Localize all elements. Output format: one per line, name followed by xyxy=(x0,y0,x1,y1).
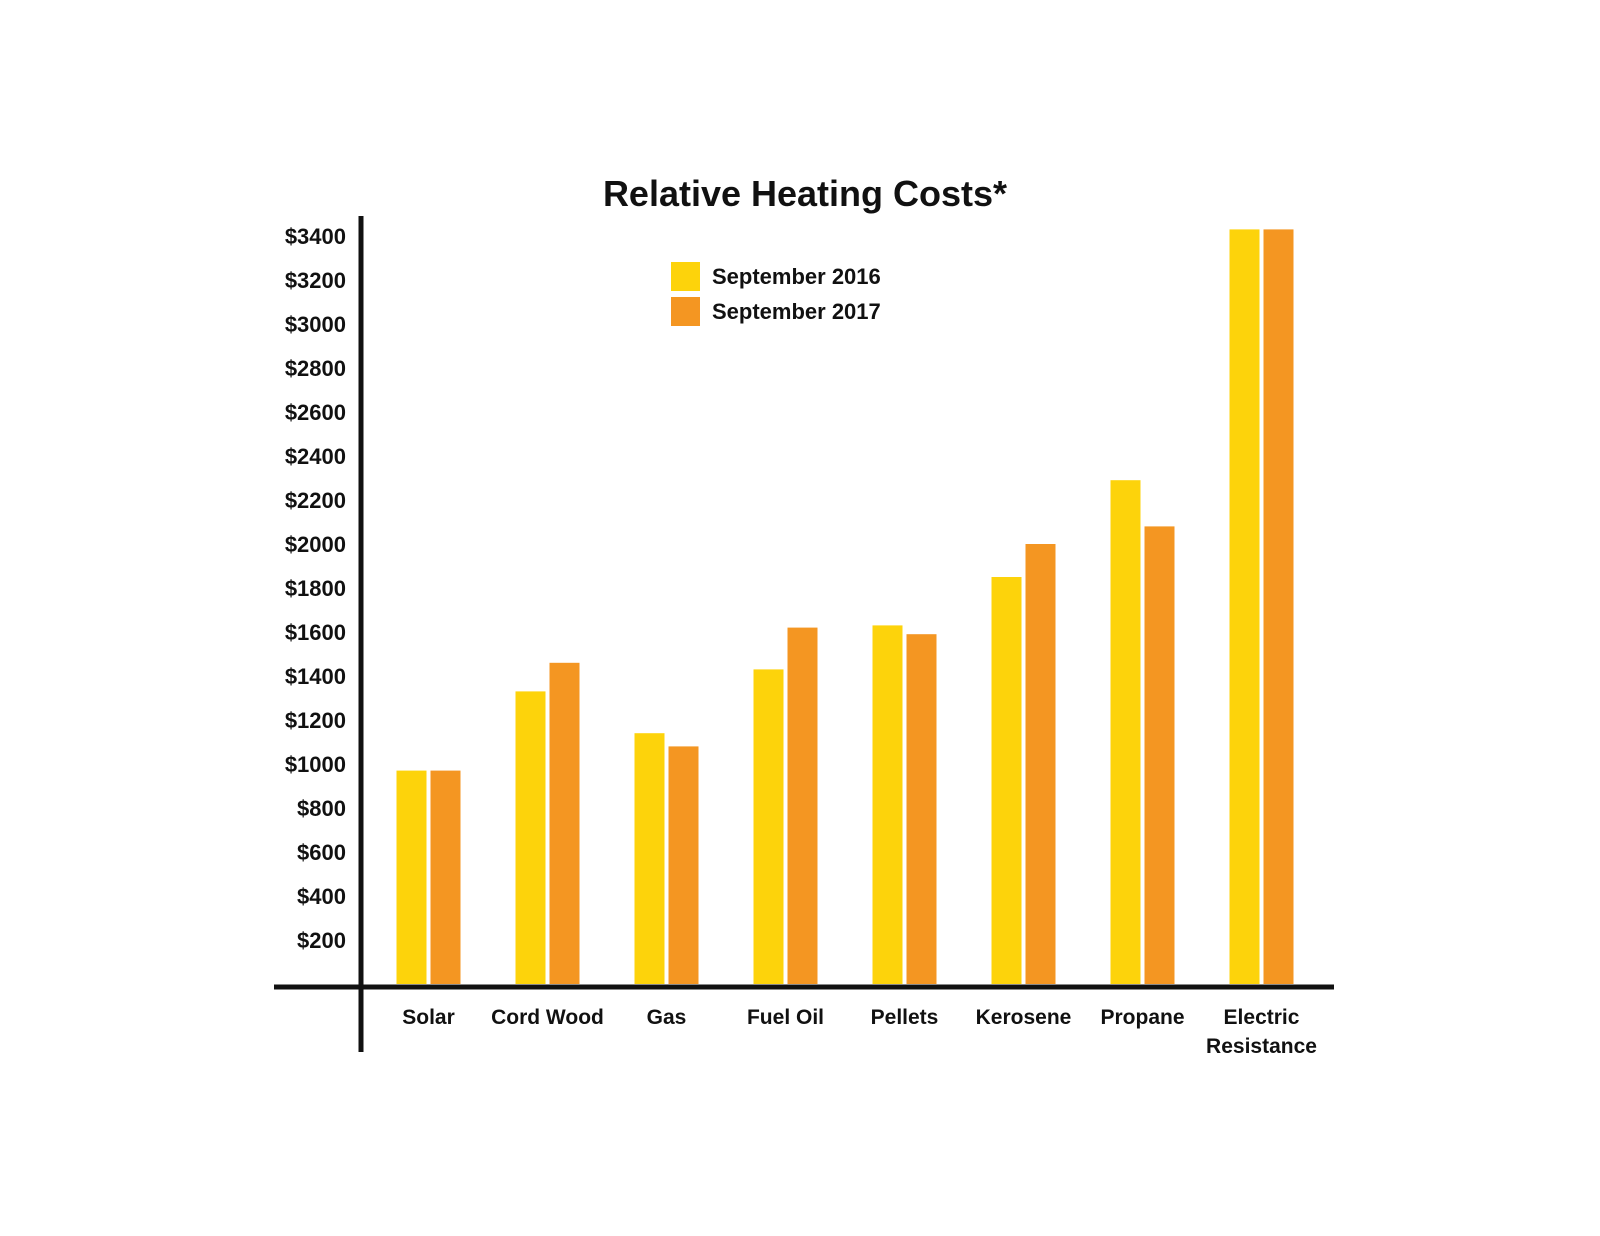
x-category-label: Propane xyxy=(1100,1006,1184,1029)
bar-sept-2016 xyxy=(1229,229,1260,984)
x-axis-category-labels: Solar Cord Wood Gas Fuel Oil Pellets Kerosene… xyxy=(402,1006,1317,1058)
bar-sept-2017 xyxy=(549,662,580,984)
y-tick-label: $1200 xyxy=(285,708,346,733)
x-category-label: Resistance xyxy=(1206,1035,1317,1058)
x-category-label: Kerosene xyxy=(976,1006,1072,1029)
bar-sept-2016 xyxy=(515,691,546,984)
bar-sept-2016 xyxy=(1110,480,1141,984)
bar-sept-2016 xyxy=(991,577,1022,984)
y-tick-label: $2600 xyxy=(285,400,346,425)
x-category-label: Electric xyxy=(1224,1006,1300,1029)
bar-sept-2016 xyxy=(753,669,784,984)
y-tick-label: $1400 xyxy=(285,664,346,689)
y-tick-label: $1800 xyxy=(285,576,346,601)
x-category-label: Cord Wood xyxy=(491,1006,604,1029)
x-category-label: Fuel Oil xyxy=(747,1006,824,1029)
y-tick-label: $600 xyxy=(297,840,346,865)
bar-sept-2017 xyxy=(668,746,699,984)
bar-sept-2016 xyxy=(634,733,665,984)
y-tick-label: $2000 xyxy=(285,532,346,557)
bar-sept-2016 xyxy=(872,625,903,984)
legend-label: September 2017 xyxy=(712,299,881,324)
y-tick-label: $3400 xyxy=(285,224,346,249)
y-axis-tick-labels: $200 $400 $600 $800 $1000 $1200 $1400 $1600 $180… xyxy=(285,224,346,953)
y-tick-label: $3000 xyxy=(285,312,346,337)
bar-sept-2017 xyxy=(1144,526,1175,984)
y-tick-label: $2200 xyxy=(285,488,346,513)
x-category-label: Pellets xyxy=(871,1006,939,1029)
bar-sept-2017 xyxy=(787,627,818,984)
legend-label: September 2016 xyxy=(712,264,881,289)
bar-sept-2017 xyxy=(1025,544,1056,984)
chart-title: Relative Heating Costs* xyxy=(603,173,1007,214)
x-category-label: Solar xyxy=(402,1006,455,1029)
bar-sept-2016 xyxy=(396,770,427,984)
legend-swatch-sept-2016 xyxy=(671,262,700,291)
y-tick-label: $800 xyxy=(297,796,346,821)
x-category-label: Gas xyxy=(647,1006,687,1029)
y-tick-label: $1000 xyxy=(285,752,346,777)
bar-sept-2017 xyxy=(1263,229,1294,984)
y-tick-label: $200 xyxy=(297,928,346,953)
y-tick-label: $1600 xyxy=(285,620,346,645)
bar-sept-2017 xyxy=(430,770,461,984)
bar-sept-2017 xyxy=(906,634,937,984)
bars xyxy=(396,229,1294,984)
legend-swatch-sept-2017 xyxy=(671,297,700,326)
y-tick-label: $2400 xyxy=(285,444,346,469)
y-tick-label: $3200 xyxy=(285,268,346,293)
y-tick-label: $2800 xyxy=(285,356,346,381)
y-tick-label: $400 xyxy=(297,884,346,909)
legend: September 2016 September 2017 xyxy=(671,262,881,326)
